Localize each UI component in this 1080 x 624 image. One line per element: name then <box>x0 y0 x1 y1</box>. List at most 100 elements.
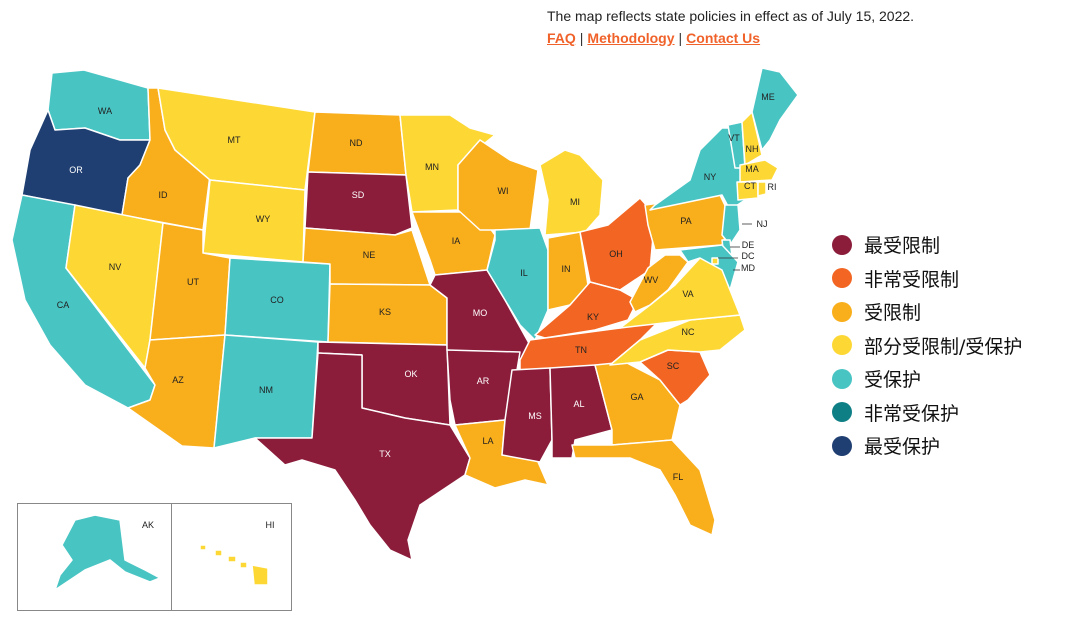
state-label-pa: PA <box>680 216 691 226</box>
state-wy[interactable] <box>202 179 306 263</box>
map-legend: 最受限制 非常受限制 受限制 部分受限制/受保护 受保护 非常受保护 最受保护 <box>832 228 1022 463</box>
state-label-or: OR <box>69 165 83 175</box>
legend-item: 最受限制 <box>832 228 1022 262</box>
state-labels: WA OR CA ID NV MT WY UT AZ CO NM ND SD NE KS OK TX MN IA MO… <box>57 92 777 530</box>
state-label-wv: WV <box>644 275 659 285</box>
state-label-ga: GA <box>630 392 643 402</box>
state-label-nh: NH <box>746 144 759 154</box>
header-links: FAQ | Methodology | Contact Us <box>547 30 760 46</box>
state-label-ut: UT <box>187 277 199 287</box>
state-label-ar: AR <box>477 376 490 386</box>
legend-item: 最受保护 <box>832 429 1022 463</box>
state-label-ma: MA <box>745 164 759 174</box>
link-separator: | <box>579 30 584 46</box>
legend-label: 非常受保护 <box>864 402 960 425</box>
legend-swatch <box>832 234 852 255</box>
state-label-sc: SC <box>667 361 680 371</box>
state-ct[interactable] <box>736 181 759 201</box>
state-label-ok: OK <box>404 369 417 379</box>
state-tx[interactable] <box>254 352 471 561</box>
state-label-me: ME <box>761 92 775 102</box>
state-label-tn: TN <box>575 345 587 355</box>
legend-label: 最受保护 <box>864 436 941 459</box>
state-nj[interactable] <box>721 204 741 246</box>
state-label-hi: HI <box>266 520 275 530</box>
state-label-sd: SD <box>352 190 365 200</box>
contact-us-link[interactable]: Contact Us <box>686 30 761 46</box>
state-label-la: LA <box>482 436 493 446</box>
state-hi[interactable] <box>199 544 269 586</box>
state-label-vt: VT <box>728 133 740 143</box>
legend-label: 最受限制 <box>864 235 941 258</box>
legend-item: 非常受保护 <box>832 396 1022 430</box>
state-label-wy: WY <box>256 214 271 224</box>
legend-item: 非常受限制 <box>832 262 1022 296</box>
state-label-de: DE <box>742 240 755 250</box>
legend-label: 部分受限制/受保护 <box>864 335 1023 358</box>
legend-swatch <box>832 335 852 356</box>
state-label-in: IN <box>562 264 571 274</box>
state-wi[interactable] <box>457 139 539 231</box>
state-label-ct: CT <box>744 181 756 191</box>
legend-swatch <box>832 268 852 289</box>
state-label-ia: IA <box>452 236 461 246</box>
state-me[interactable] <box>751 67 799 151</box>
state-label-co: CO <box>270 295 284 305</box>
state-label-nc: NC <box>682 327 695 337</box>
state-label-ny: NY <box>704 172 717 182</box>
legend-label: 非常受限制 <box>864 268 960 291</box>
legend-label: 受限制 <box>864 302 922 325</box>
state-label-tx: TX <box>379 449 391 459</box>
state-label-va: VA <box>682 289 693 299</box>
legend-label: 受保护 <box>864 369 922 392</box>
legend-swatch <box>832 368 852 389</box>
state-label-ms: MS <box>528 411 542 421</box>
state-ga[interactable] <box>594 361 681 446</box>
legend-swatch <box>832 402 852 423</box>
state-fl[interactable] <box>571 439 716 536</box>
state-label-ri: RI <box>768 182 777 192</box>
link-separator: | <box>678 30 683 46</box>
state-ri[interactable] <box>757 181 767 197</box>
state-label-mi: MI <box>570 197 580 207</box>
state-label-nm: NM <box>259 385 273 395</box>
legend-swatch <box>832 301 852 322</box>
state-ma[interactable] <box>739 159 779 183</box>
state-label-fl: FL <box>673 472 684 482</box>
state-nh[interactable] <box>741 111 763 166</box>
state-label-nv: NV <box>109 262 122 272</box>
state-label-md: MD <box>741 263 755 273</box>
state-label-ca: CA <box>57 300 70 310</box>
legend-swatch <box>832 435 852 456</box>
state-label-ak: AK <box>142 520 154 530</box>
state-label-ne: NE <box>363 250 376 260</box>
state-dc[interactable] <box>711 257 719 265</box>
faq-link[interactable]: FAQ <box>547 30 576 46</box>
state-label-il: IL <box>520 268 528 278</box>
state-ak[interactable] <box>54 514 161 591</box>
legend-item: 部分受限制/受保护 <box>832 329 1022 363</box>
state-il[interactable] <box>486 227 549 341</box>
state-label-ky: KY <box>587 312 599 322</box>
state-label-oh: OH <box>609 249 623 259</box>
state-md[interactable] <box>679 244 739 291</box>
state-label-dc: DC <box>742 251 755 261</box>
legend-item: 受限制 <box>832 295 1022 329</box>
state-label-id: ID <box>159 190 169 200</box>
state-label-ks: KS <box>379 307 391 317</box>
state-label-nj: NJ <box>757 219 768 229</box>
state-sd[interactable] <box>304 171 413 236</box>
state-mi[interactable] <box>539 149 604 236</box>
legend-item: 受保护 <box>832 362 1022 396</box>
methodology-link[interactable]: Methodology <box>587 30 675 46</box>
state-label-mt: MT <box>228 135 241 145</box>
state-label-wi: WI <box>498 186 509 196</box>
state-label-nd: ND <box>350 138 363 148</box>
state-label-al: AL <box>573 399 584 409</box>
state-nc[interactable] <box>609 314 746 366</box>
state-label-mo: MO <box>473 308 488 318</box>
state-label-mn: MN <box>425 162 439 172</box>
state-label-wa: WA <box>98 106 112 116</box>
state-label-az: AZ <box>172 375 184 385</box>
